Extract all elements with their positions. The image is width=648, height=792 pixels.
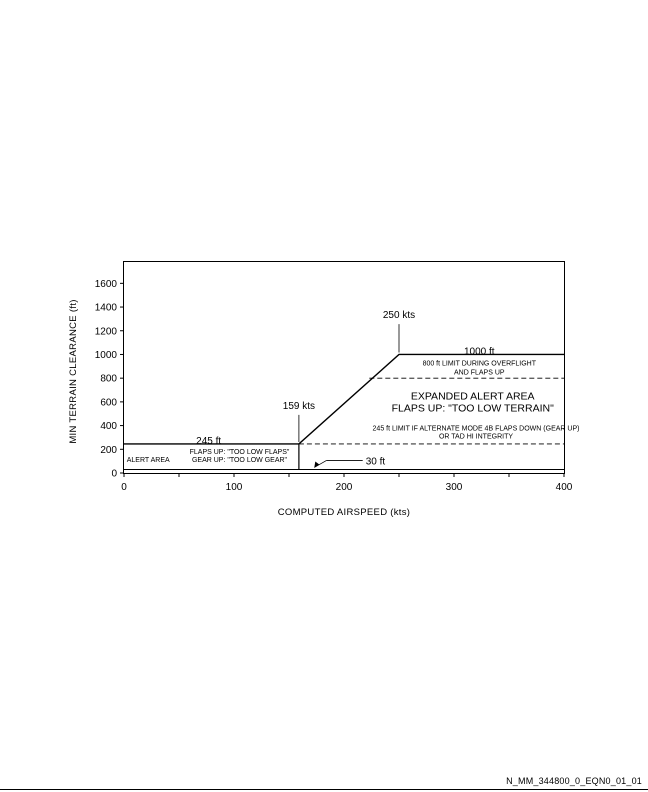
label-245-ft: 245 ft: [196, 436, 221, 447]
chart-annotations: COMPUTED AIRSPEED (kts) MIN TERRAIN CLEAR…: [68, 299, 579, 518]
x-tick-label: 100: [226, 482, 243, 493]
alert-area-label: ALERT AREA: [127, 457, 170, 464]
plot-frame: [123, 261, 565, 474]
y-tick-label: 600: [100, 397, 117, 408]
label-30-ft: 30 ft: [366, 457, 386, 468]
y-tick-label: 0: [111, 469, 117, 480]
x-axis-title: COMPUTED AIRSPEED (kts): [278, 507, 411, 518]
note-800-limit-line1: 800 ft LIMIT DURING OVERFLIGHT: [423, 360, 537, 367]
x-tick-label: 200: [336, 482, 353, 493]
axis-ticks: [120, 282, 565, 477]
y-tick-label: 1000: [95, 350, 118, 361]
alert-boundary-line: [124, 353, 564, 445]
flaps-up-label: FLAPS UP: "TOO LOW FLAPS": [190, 449, 290, 456]
y-tick-label: 1200: [95, 326, 118, 337]
note-245-limit-line2: OR TAD HI INTEGRITY: [439, 433, 513, 440]
y-tick-label: 400: [100, 421, 117, 432]
leader-30-ft-diagonal: [314, 460, 327, 468]
gear-up-label: GEAR UP: "TOO LOW GEAR": [192, 457, 288, 464]
boundary-lines: [124, 353, 564, 470]
x-tick-label: 300: [446, 482, 463, 493]
callout-250-kts: 250 kts: [383, 310, 415, 321]
y-axis-title: MIN TERRAIN CLEARANCE (ft): [68, 299, 79, 443]
expanded-alert-area-line2: FLAPS UP: "TOO LOW TERRAIN": [392, 403, 555, 415]
y-tick-label: 800: [100, 374, 117, 385]
x-tick-label: 400: [556, 482, 573, 493]
footer-rule: [0, 789, 648, 790]
y-tick-label: 1400: [95, 303, 118, 314]
x-tick-label: 0: [121, 482, 127, 493]
y-tick-label: 1600: [95, 279, 118, 290]
note-245-limit-line1: 245 ft LIMIT IF ALTERNATE MODE 4B FLAPS …: [373, 425, 580, 432]
dashed-limits: [298, 377, 564, 445]
expanded-alert-area-line1: EXPANDED ALERT AREA: [411, 391, 535, 403]
y-tick-label: 200: [100, 445, 117, 456]
note-800-limit-line2: AND FLAPS UP: [454, 369, 505, 376]
drawing-id: N_MM_344800_0_EQN0_01_01: [506, 776, 642, 786]
axis-tick-labels: 0 100 200 300 400 0 200 400 600 800 1000 1200 1400 16…: [95, 279, 573, 493]
callout-159-kts: 159 kts: [283, 401, 315, 412]
arrow-30-ft-icon: [314, 461, 320, 468]
label-1000-ft: 1000 ft: [464, 346, 495, 357]
